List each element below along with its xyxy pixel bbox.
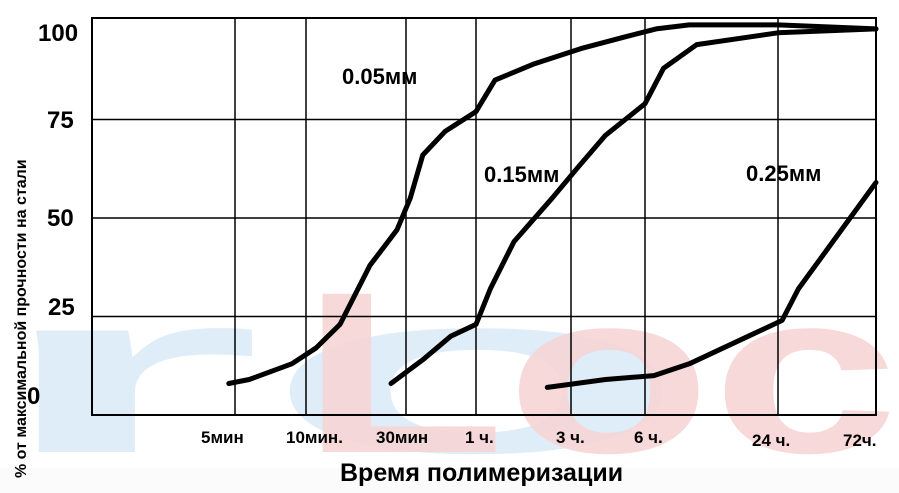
series-label-1: 0.15мм [484,162,559,187]
x-tick-label: 10мин. [286,428,343,447]
y-tick-label: 75 [47,107,74,134]
series-line-1 [388,26,879,386]
y-tick-label: 50 [47,205,74,232]
x-tick-label: 3 ч. [556,428,585,447]
series-lines [226,22,879,390]
x-tick-label: 1 ч. [465,428,494,447]
x-tick-label: 6 ч. [634,428,663,447]
y-tick-labels: 0 25 50 75 100 [27,20,78,410]
plot-frame [91,17,877,416]
y-tick-label: 100 [38,20,78,47]
x-tick-labels: 5мин 10мин. 30мин 1 ч. 3 ч. 6 ч. 24 ч. 72ч. [201,428,877,450]
series-line-2 [544,180,879,390]
y-tick-label: 0 [27,383,40,410]
series-label-0: 0.05мм [342,64,417,89]
x-tick-label: 24 ч. [752,431,790,450]
x-axis-label: Время полимеризации [340,459,623,487]
y-tick-label: 25 [48,294,75,321]
x-tick-label: 30мин [376,428,428,447]
x-tick-label: 5мин [201,428,244,447]
x-tick-label: 72ч. [843,431,877,450]
series-line-0 [226,22,879,386]
y-axis-label: % от максимальной прочности на стали [13,159,30,478]
grid [92,18,876,415]
series-labels: 0.05мм 0.15мм 0.25мм [342,64,821,187]
series-label-2: 0.25мм [746,161,821,186]
